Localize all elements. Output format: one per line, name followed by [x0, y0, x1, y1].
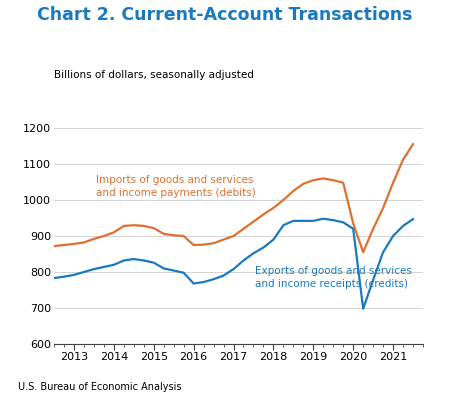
Text: Exports of goods and services
and income receipts (credits): Exports of goods and services and income… — [256, 266, 412, 289]
Text: Chart 2. Current-Account Transactions: Chart 2. Current-Account Transactions — [37, 6, 413, 24]
Text: Imports of goods and services
and income payments (debits): Imports of goods and services and income… — [96, 175, 256, 198]
Text: U.S. Bureau of Economic Analysis: U.S. Bureau of Economic Analysis — [18, 382, 181, 392]
Text: Billions of dollars, seasonally adjusted: Billions of dollars, seasonally adjusted — [54, 70, 254, 80]
